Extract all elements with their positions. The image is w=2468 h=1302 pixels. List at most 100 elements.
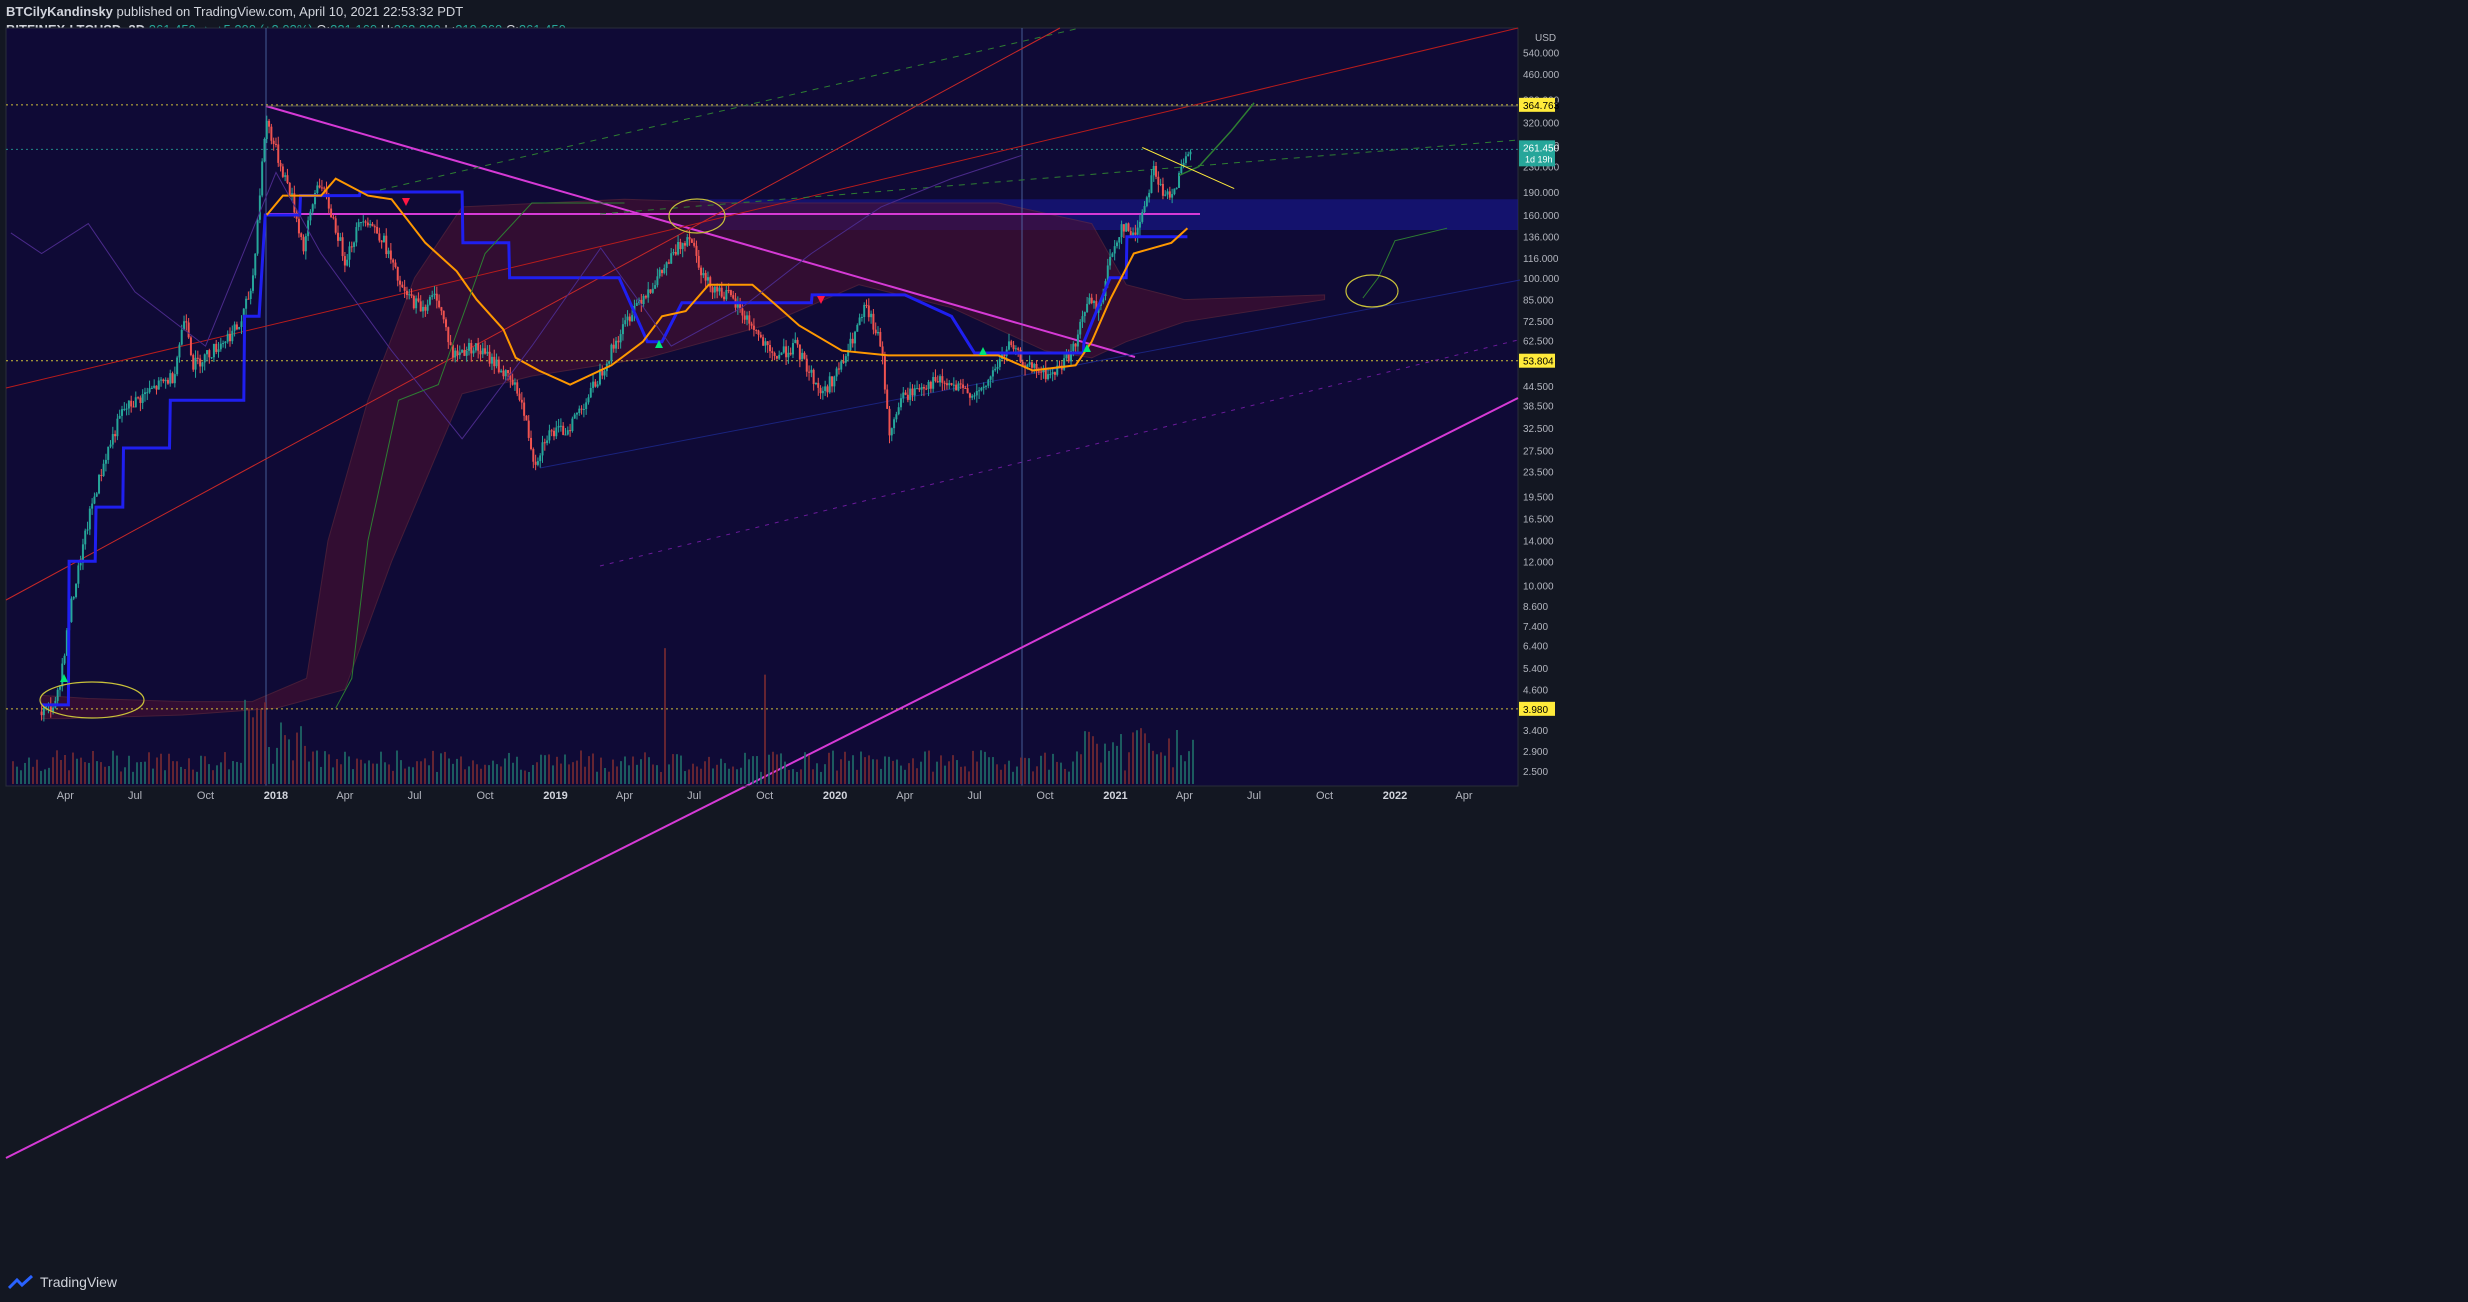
y-tick-label: 540.000 — [1523, 48, 1560, 59]
candle-body — [883, 356, 886, 390]
volume-bar — [524, 770, 526, 784]
volume-bar — [16, 766, 18, 784]
volume-bar — [960, 766, 962, 784]
volume-bar — [820, 771, 822, 784]
author-name[interactable]: BTCilyKandinsky — [6, 4, 113, 19]
candle-body — [40, 711, 43, 716]
candle-body — [764, 341, 767, 346]
volume-bar — [748, 759, 750, 784]
candle-body — [1127, 223, 1130, 232]
candle-body — [615, 340, 618, 349]
candle-body — [619, 334, 622, 343]
candle-body — [428, 296, 431, 305]
candle-body — [1010, 341, 1013, 346]
volume-bar — [700, 768, 702, 784]
candle-body — [787, 352, 790, 358]
candle-body — [814, 382, 817, 385]
candle-body — [1166, 191, 1169, 195]
candle-body — [716, 286, 719, 292]
volume-bar — [1080, 754, 1082, 784]
candle-body — [945, 383, 948, 386]
candle-body — [775, 356, 778, 359]
candle-body — [401, 284, 404, 288]
volume-bar — [224, 752, 226, 784]
volume-bar — [472, 760, 474, 784]
candle-body — [879, 331, 882, 347]
candle-body — [141, 394, 144, 403]
y-tick-label: 230.000 — [1523, 162, 1560, 173]
candle-body — [433, 293, 436, 296]
sell-signal-arrow — [817, 296, 825, 304]
volume-bar — [688, 769, 690, 784]
volume-bar — [436, 771, 438, 784]
candle-body — [1070, 351, 1073, 362]
volume-bar — [208, 764, 210, 784]
candle-body — [1141, 212, 1144, 222]
candle-body — [291, 193, 294, 195]
level-tag: 3.980 — [1523, 705, 1548, 716]
candle-body — [274, 143, 277, 145]
volume-bar — [352, 769, 354, 784]
candle-body — [532, 449, 535, 462]
tradingview-logo[interactable]: TradingView — [8, 1274, 117, 1290]
volume-bar — [920, 761, 922, 784]
candle-body — [88, 508, 91, 530]
candle-body — [132, 406, 135, 408]
volume-bar — [80, 757, 82, 784]
candle-body — [899, 398, 902, 408]
candle-body — [470, 342, 473, 354]
candle-body — [936, 381, 939, 383]
candle-body — [143, 392, 146, 395]
candle-body — [98, 474, 101, 494]
volume-bar — [12, 761, 14, 784]
volume-bar — [1148, 743, 1150, 784]
volume-bar — [1048, 769, 1050, 784]
candle-body — [1095, 301, 1098, 313]
candle-body — [557, 425, 560, 428]
volume-bar — [1168, 738, 1170, 784]
candle-body — [314, 192, 317, 205]
volume-bar — [780, 753, 782, 784]
y-tick-label: 16.500 — [1523, 515, 1554, 526]
candle-body — [91, 503, 94, 509]
candle-body — [1150, 175, 1153, 193]
volume-bar — [828, 752, 830, 784]
candle-body — [1021, 361, 1024, 366]
candle-body — [594, 381, 597, 387]
volume-bar — [1000, 769, 1002, 784]
candle-body — [371, 223, 374, 227]
volume-bar — [356, 758, 358, 784]
level-tag: 53.804 — [1523, 357, 1554, 368]
volume-bar — [360, 759, 362, 784]
candle-body — [982, 386, 985, 388]
x-axis: Apr Jul Oct 2018 Apr Jul Oct 2019 Apr Jul Oct 2020 A… — [6, 785, 1518, 802]
volume-bar — [800, 769, 802, 784]
candle-body — [1088, 297, 1091, 304]
candle-body — [729, 290, 732, 296]
candle-body — [1102, 296, 1105, 303]
candle-body — [624, 320, 627, 325]
y-tick-label: 72.500 — [1523, 317, 1554, 328]
candle-body — [837, 368, 840, 370]
candle-body — [137, 397, 140, 399]
candle-body — [513, 382, 516, 385]
volume-bar — [932, 771, 934, 784]
candle-body — [952, 384, 955, 386]
volume-bar — [604, 767, 606, 784]
candle-body — [233, 324, 236, 331]
candle-body — [743, 315, 746, 320]
candle-body — [208, 350, 211, 358]
volume-bar — [976, 761, 978, 784]
highlight-ellipse-3 — [1345, 274, 1399, 308]
volume-bar — [996, 764, 998, 784]
volume-bar — [900, 765, 902, 784]
candle-body — [656, 276, 659, 286]
candle-body — [562, 425, 565, 435]
candle-body — [548, 430, 551, 441]
volume-bar — [552, 765, 554, 784]
volume-bar — [156, 757, 158, 784]
y-tick-label: 10.000 — [1523, 582, 1554, 593]
volume-bar — [68, 770, 70, 784]
volume-bar — [1180, 755, 1182, 784]
